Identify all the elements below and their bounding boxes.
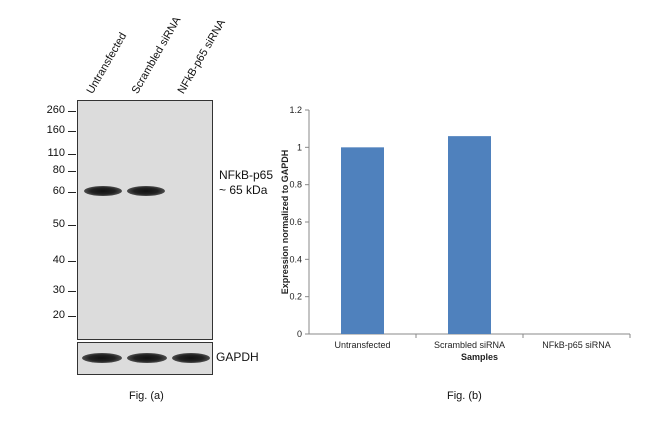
x-tick-label: Untransfected — [334, 340, 390, 350]
mw-tick-160 — [68, 131, 76, 132]
p65-band-untransfected — [84, 186, 122, 196]
target-label-name: NFkB-p65 — [219, 168, 274, 182]
mw-marker-30: 30 — [52, 284, 65, 296]
mw-tick-80 — [68, 171, 76, 172]
y-tick-label: 0.2 — [289, 292, 302, 302]
mw-marker-80: 80 — [52, 164, 65, 176]
mw-marker-40: 40 — [52, 254, 65, 266]
target-label-size: ~ 65 kDa — [219, 183, 268, 197]
y-tick-label: 1 — [297, 142, 302, 152]
x-axis-title: Samples — [461, 352, 498, 362]
mw-tick-260 — [68, 111, 76, 112]
mw-marker-50: 50 — [52, 218, 65, 230]
gapdh-band-scrambled — [127, 353, 167, 363]
y-axis-title: Expression normalized to GAPDH — [280, 150, 290, 295]
mw-tick-20 — [68, 316, 76, 317]
control-label: GAPDH — [216, 350, 259, 364]
mw-marker-160: 160 — [46, 124, 65, 136]
y-tick-label: 0.6 — [289, 217, 302, 227]
mw-tick-110 — [68, 154, 76, 155]
chart-bars — [341, 136, 491, 334]
gapdh-band-knockdown — [172, 353, 210, 363]
mw-marker-20: 20 — [52, 309, 65, 321]
mw-tick-60 — [68, 192, 76, 193]
bar — [448, 136, 491, 334]
chart-labels: 0 0.2 0.4 0.6 0.8 1 1.2 Untransfected Scrambled … — [280, 105, 611, 362]
y-tick-label: 0.4 — [289, 254, 302, 264]
gapdh-band-untransfected — [82, 353, 122, 363]
figure-a-caption: Fig. (a) — [129, 390, 164, 402]
x-tick-label: Scrambled siRNA — [434, 340, 505, 350]
mw-tick-30 — [68, 291, 76, 292]
y-tick-label: 0.8 — [289, 180, 302, 190]
figure-b-caption: Fig. (b) — [447, 390, 482, 402]
y-tick-label: 1.2 — [289, 105, 302, 115]
mw-tick-40 — [68, 261, 76, 262]
y-tick-label: 0 — [297, 329, 302, 339]
mw-marker-260: 260 — [46, 104, 65, 116]
mw-tick-50 — [68, 225, 76, 226]
main-blot-membrane — [77, 100, 213, 340]
p65-band-scrambled — [127, 186, 165, 196]
mw-marker-110: 110 — [47, 147, 65, 159]
bar — [341, 147, 384, 334]
x-tick-label: NFkB-p65 siRNA — [542, 340, 611, 350]
mw-marker-60: 60 — [52, 185, 65, 197]
